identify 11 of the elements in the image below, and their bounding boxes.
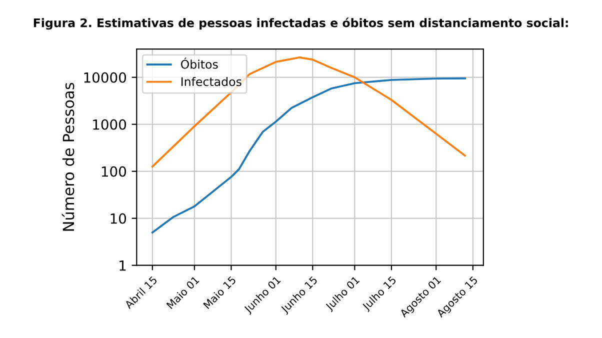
y-tick-label: 10000 (84, 72, 126, 83)
y-tick-label: 10 (110, 213, 126, 224)
legend-label: Óbitos (180, 58, 218, 69)
line-series (151, 77, 466, 234)
chart-title: Figura 2. Estimativas de pessoas infectadas e óbitos sem distanciamento social: (34, 18, 568, 30)
line-series (151, 56, 466, 168)
y-tick-label: 1000 (93, 119, 126, 130)
y-tick-label: 1 (120, 260, 126, 271)
y-axis-title: Número de Pessoas (62, 82, 74, 231)
y-tick-label: 100 (102, 166, 126, 177)
legend-label: Infectados (181, 76, 242, 86)
